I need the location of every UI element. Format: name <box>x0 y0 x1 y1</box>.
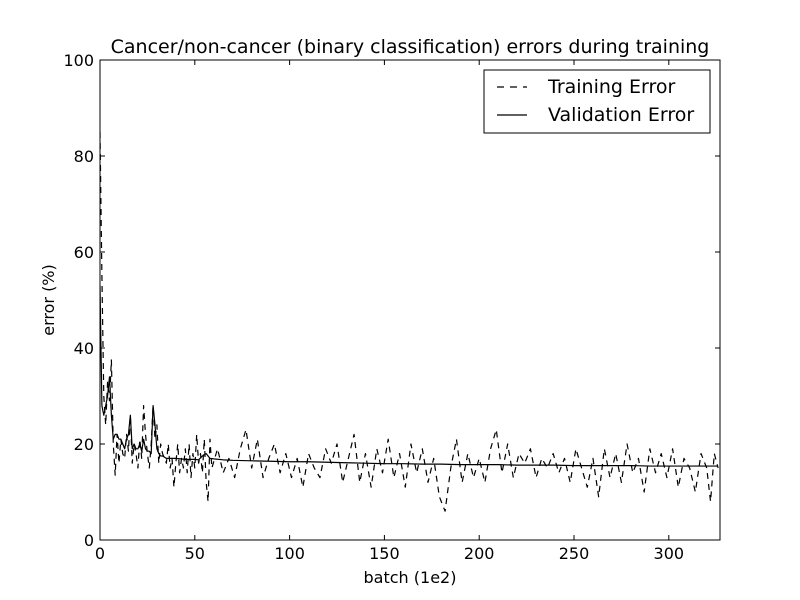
x-tick-label: 300 <box>654 544 685 563</box>
x-tick-label: 0 <box>95 544 105 563</box>
legend-label-validation: Validation Error <box>548 104 694 126</box>
x-tick-label: 200 <box>464 544 495 563</box>
x-axis-label: batch (1e2) <box>364 568 457 587</box>
x-tick-label: 250 <box>559 544 590 563</box>
y-tick-label: 80 <box>74 147 94 166</box>
series-group <box>100 131 719 512</box>
y-tick-label: 60 <box>74 243 94 262</box>
y-tick-label: 0 <box>84 531 94 550</box>
y-tick-label: 100 <box>63 51 94 70</box>
legend-box <box>483 69 711 134</box>
y-tick-label: 20 <box>74 435 94 454</box>
legend: Training Error Validation Error <box>483 69 711 134</box>
y-axis-label: error (%) <box>39 264 58 336</box>
legend-label-training: Training Error <box>547 76 676 98</box>
validation-error-line <box>100 285 719 467</box>
x-tick-label: 100 <box>274 544 305 563</box>
chart-title: Cancer/non-cancer (binary classification… <box>111 36 710 58</box>
y-tick-label: 40 <box>74 339 94 358</box>
x-tick-label: 150 <box>369 544 400 563</box>
ticks-group: 0 50 100 150 200 250 300 0 20 40 60 80 100 <box>63 51 720 563</box>
x-tick-label: 50 <box>185 544 205 563</box>
